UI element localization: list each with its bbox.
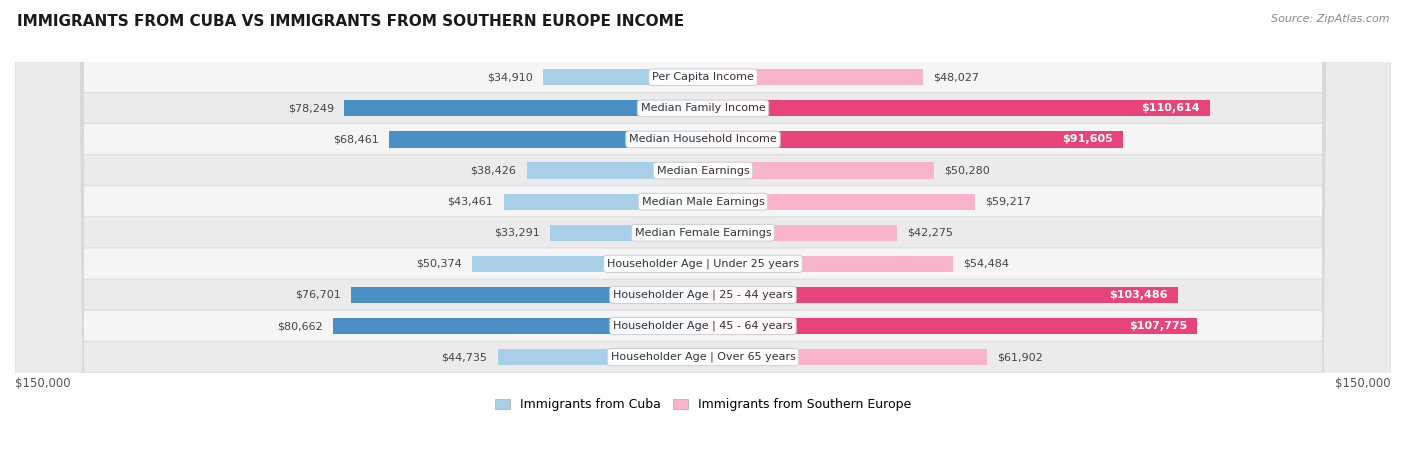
Text: $91,605: $91,605 bbox=[1062, 134, 1112, 144]
Bar bbox=[498, 349, 703, 365]
Text: $54,484: $54,484 bbox=[963, 259, 1010, 269]
Text: $150,000: $150,000 bbox=[15, 377, 70, 390]
Bar bbox=[503, 193, 703, 210]
FancyBboxPatch shape bbox=[15, 0, 1391, 467]
Text: $110,614: $110,614 bbox=[1142, 103, 1201, 113]
Bar bbox=[703, 69, 924, 85]
Bar bbox=[703, 131, 1123, 148]
Bar bbox=[333, 318, 703, 334]
Bar bbox=[527, 163, 703, 179]
Text: $103,486: $103,486 bbox=[1109, 290, 1167, 300]
FancyBboxPatch shape bbox=[15, 0, 1391, 467]
Bar bbox=[703, 256, 953, 272]
Text: $44,735: $44,735 bbox=[441, 352, 488, 362]
Text: $107,775: $107,775 bbox=[1129, 321, 1187, 331]
FancyBboxPatch shape bbox=[15, 0, 1391, 467]
Text: $59,217: $59,217 bbox=[986, 197, 1031, 207]
Bar bbox=[543, 69, 703, 85]
Bar bbox=[550, 225, 703, 241]
Text: Householder Age | Over 65 years: Householder Age | Over 65 years bbox=[610, 352, 796, 362]
FancyBboxPatch shape bbox=[15, 0, 1391, 467]
Bar bbox=[703, 287, 1178, 303]
Text: $34,910: $34,910 bbox=[486, 72, 533, 82]
Text: Median Male Earnings: Median Male Earnings bbox=[641, 197, 765, 207]
Text: $38,426: $38,426 bbox=[471, 165, 516, 176]
Text: Median Female Earnings: Median Female Earnings bbox=[634, 228, 772, 238]
Text: $33,291: $33,291 bbox=[495, 228, 540, 238]
Text: Per Capita Income: Per Capita Income bbox=[652, 72, 754, 82]
Text: $68,461: $68,461 bbox=[333, 134, 378, 144]
Text: $43,461: $43,461 bbox=[447, 197, 494, 207]
Text: $61,902: $61,902 bbox=[997, 352, 1043, 362]
Text: Householder Age | Under 25 years: Householder Age | Under 25 years bbox=[607, 259, 799, 269]
Text: Median Family Income: Median Family Income bbox=[641, 103, 765, 113]
Bar bbox=[352, 287, 703, 303]
FancyBboxPatch shape bbox=[15, 0, 1391, 467]
Text: $42,275: $42,275 bbox=[907, 228, 953, 238]
Text: Median Household Income: Median Household Income bbox=[628, 134, 778, 144]
Legend: Immigrants from Cuba, Immigrants from Southern Europe: Immigrants from Cuba, Immigrants from So… bbox=[489, 393, 917, 416]
Bar bbox=[703, 193, 974, 210]
Text: $48,027: $48,027 bbox=[934, 72, 980, 82]
Text: IMMIGRANTS FROM CUBA VS IMMIGRANTS FROM SOUTHERN EUROPE INCOME: IMMIGRANTS FROM CUBA VS IMMIGRANTS FROM … bbox=[17, 14, 683, 29]
Text: $76,701: $76,701 bbox=[295, 290, 340, 300]
Text: Householder Age | 25 - 44 years: Householder Age | 25 - 44 years bbox=[613, 290, 793, 300]
Text: $50,374: $50,374 bbox=[416, 259, 461, 269]
FancyBboxPatch shape bbox=[15, 0, 1391, 467]
Bar bbox=[344, 100, 703, 116]
Bar bbox=[703, 100, 1211, 116]
Bar bbox=[472, 256, 703, 272]
FancyBboxPatch shape bbox=[15, 0, 1391, 467]
Bar bbox=[703, 349, 987, 365]
FancyBboxPatch shape bbox=[15, 0, 1391, 467]
Bar bbox=[389, 131, 703, 148]
Text: Source: ZipAtlas.com: Source: ZipAtlas.com bbox=[1271, 14, 1389, 24]
Text: Median Earnings: Median Earnings bbox=[657, 165, 749, 176]
Text: $80,662: $80,662 bbox=[277, 321, 323, 331]
FancyBboxPatch shape bbox=[15, 0, 1391, 467]
Text: Householder Age | 45 - 64 years: Householder Age | 45 - 64 years bbox=[613, 321, 793, 331]
Bar bbox=[703, 163, 934, 179]
Text: $78,249: $78,249 bbox=[288, 103, 333, 113]
Text: $50,280: $50,280 bbox=[943, 165, 990, 176]
FancyBboxPatch shape bbox=[15, 0, 1391, 467]
Text: $150,000: $150,000 bbox=[1336, 377, 1391, 390]
Bar bbox=[703, 225, 897, 241]
Bar bbox=[703, 318, 1198, 334]
